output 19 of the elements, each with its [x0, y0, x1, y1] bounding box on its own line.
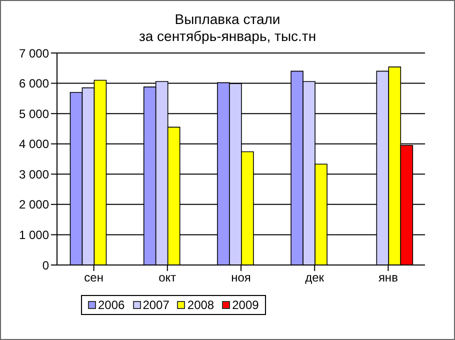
- legend-label: 2009: [231, 298, 259, 312]
- legend-label: 2007: [142, 298, 170, 312]
- x-tick-label: окт: [158, 270, 177, 285]
- chart-title: Выплавка стали: [174, 11, 282, 28]
- x-tick-label: янв: [378, 270, 398, 285]
- x-tick-label: ноя: [231, 270, 251, 285]
- y-tick-label: 0: [42, 258, 50, 272]
- x-tick-label: сен: [84, 270, 104, 285]
- chart-subtitle: за сентябрь-январь, тыс.тн: [138, 28, 318, 45]
- legend-label: 2008: [186, 298, 214, 312]
- y-tick-label: 4 000: [18, 137, 50, 152]
- y-tick-label: 6 000: [18, 76, 50, 91]
- y-tick-label: 3 000: [18, 167, 50, 182]
- y-tick-label: 5 000: [18, 106, 50, 121]
- legend-label: 2006: [97, 298, 125, 312]
- y-tick-label: 2 000: [18, 198, 50, 212]
- y-tick-label: 1 000: [18, 228, 50, 242]
- x-tick-label: дек: [305, 270, 325, 285]
- y-tick-label: 7 000: [18, 46, 50, 60]
